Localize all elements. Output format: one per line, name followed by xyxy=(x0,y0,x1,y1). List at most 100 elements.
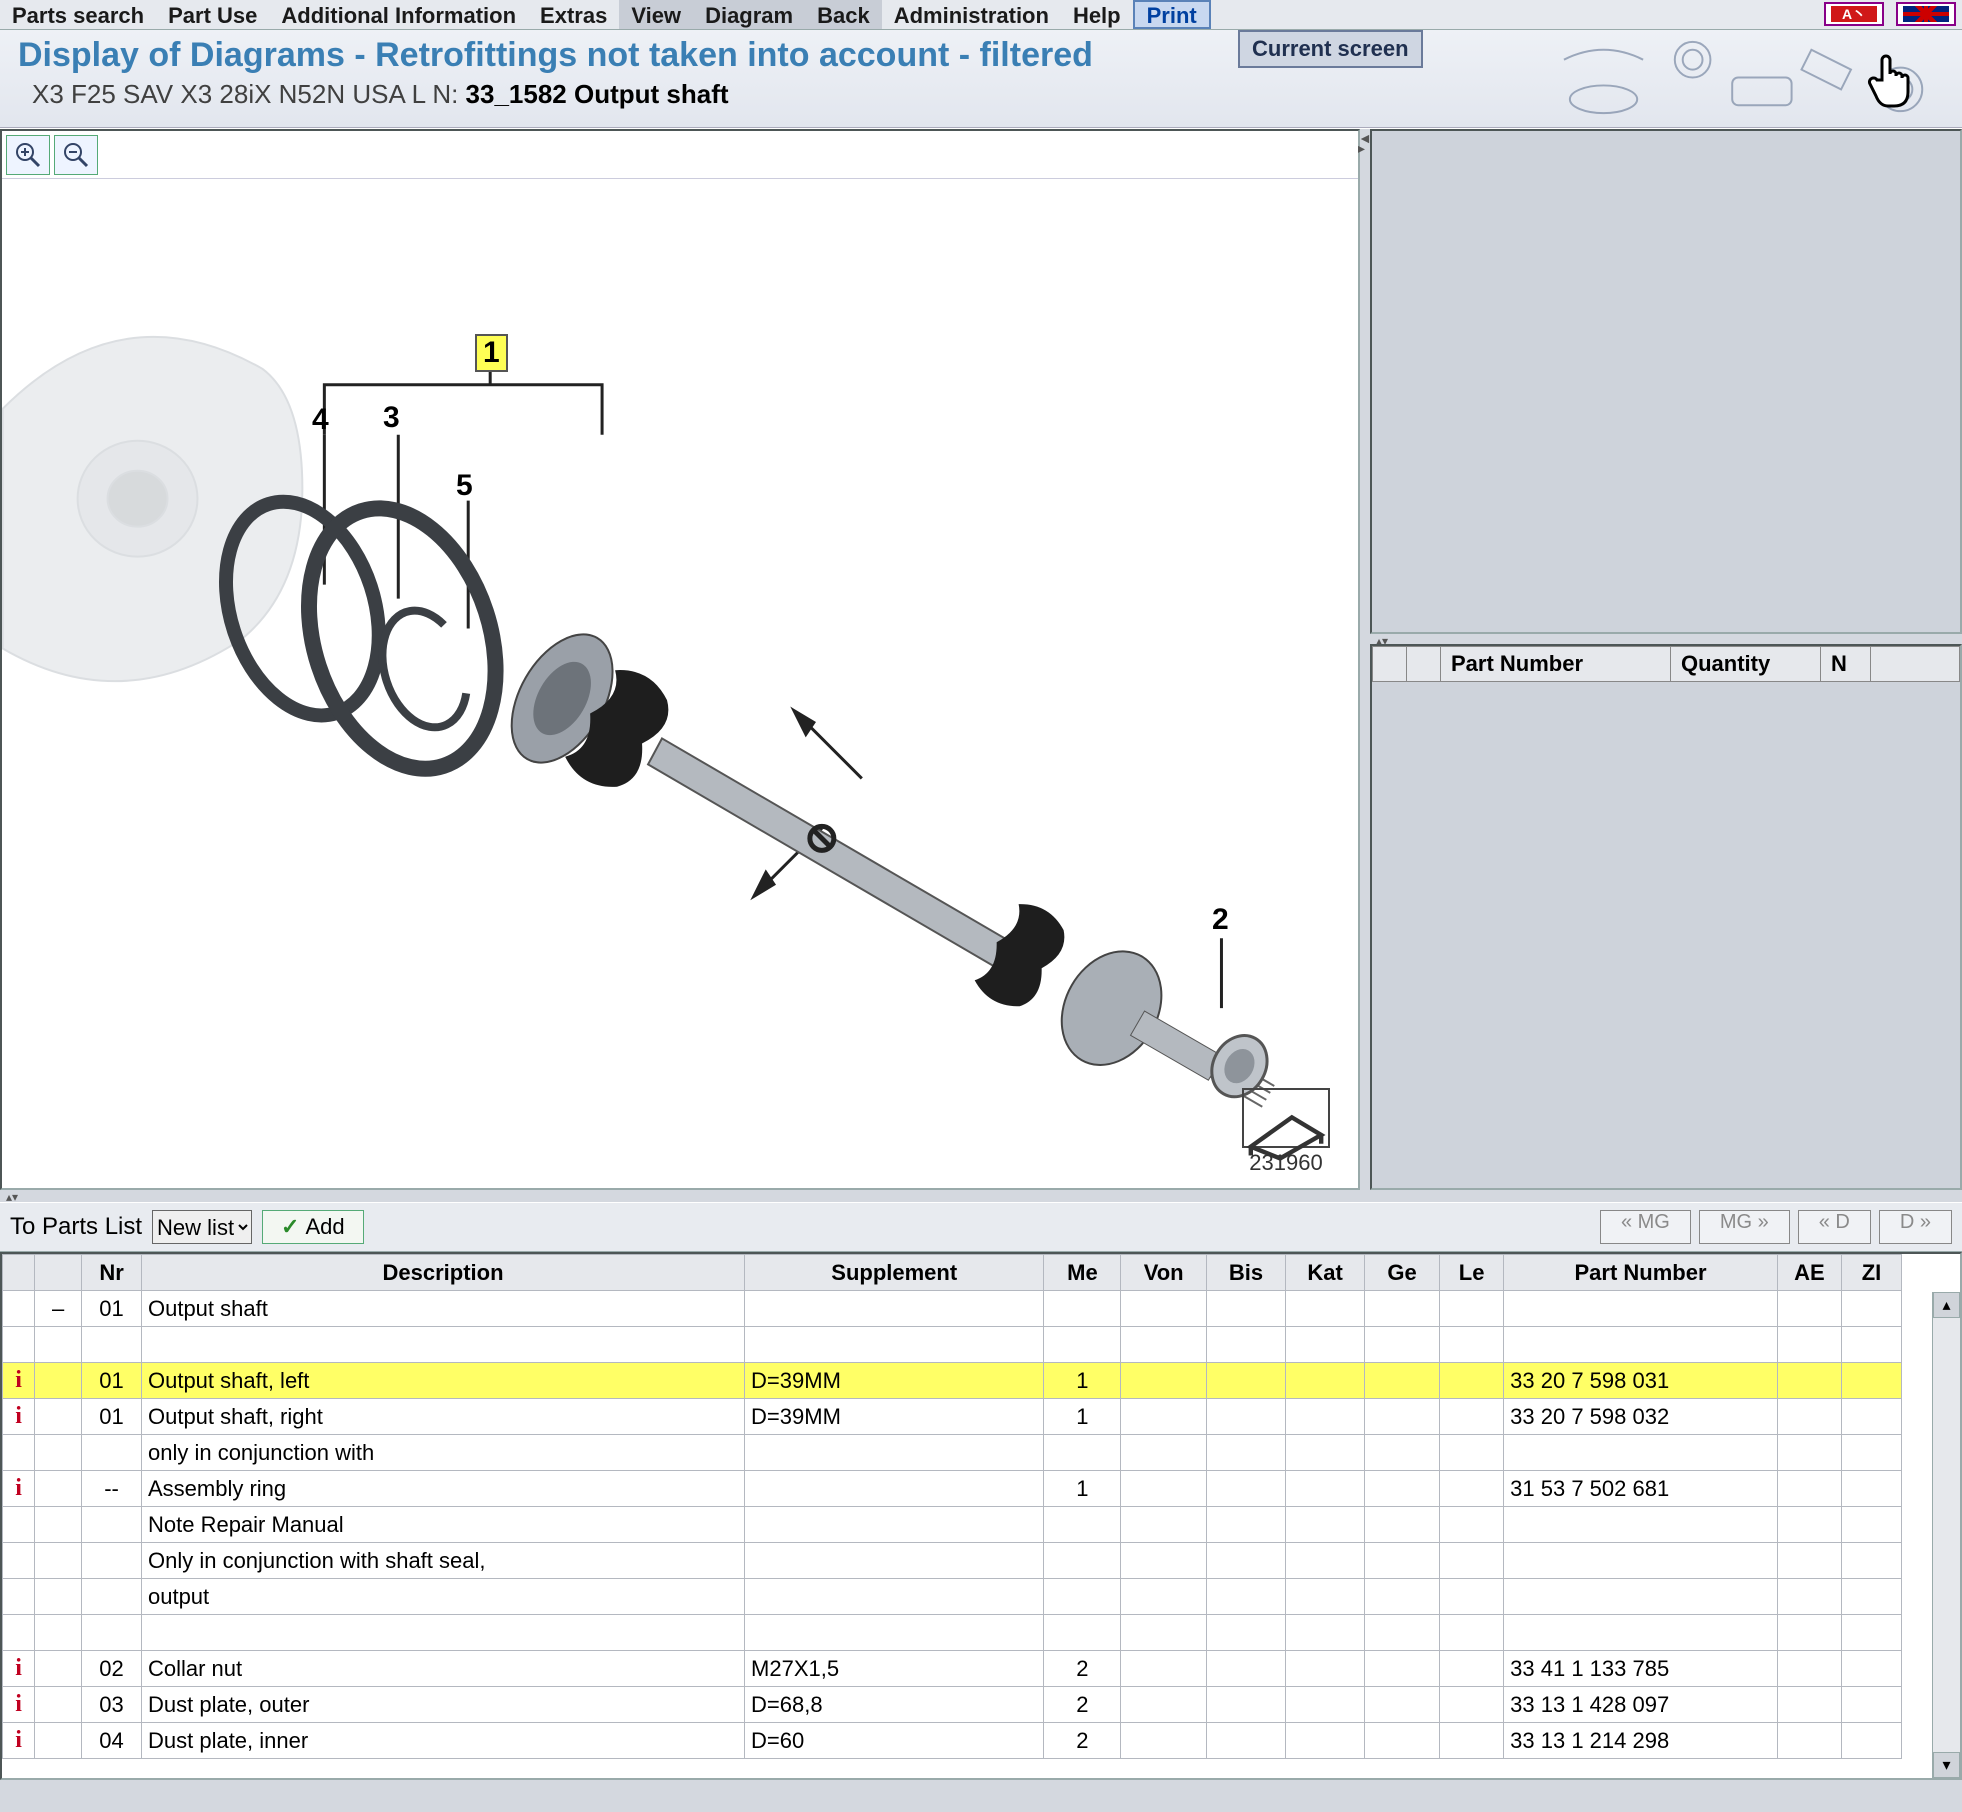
table-row[interactable]: –01Output shaft xyxy=(3,1291,1902,1327)
table-row[interactable] xyxy=(3,1327,1902,1363)
right-horizontal-splitter[interactable]: ▴▾ xyxy=(1370,634,1962,644)
cell-pn: 33 20 7 598 032 xyxy=(1504,1399,1778,1435)
diagram-callout-3[interactable]: 3 xyxy=(383,401,400,435)
menu-part-use[interactable]: Part Use xyxy=(156,0,269,29)
cell-bis xyxy=(1206,1363,1285,1399)
nav-mg-prev-button[interactable]: « MG xyxy=(1600,1210,1691,1244)
col-pn[interactable]: Part Number xyxy=(1504,1255,1778,1291)
cell-desc: only in conjunction with xyxy=(141,1435,744,1471)
table-row[interactable]: i01Output shaft, rightD=39MM133 20 7 598… xyxy=(3,1399,1902,1435)
nav-d-prev-button[interactable]: « D xyxy=(1798,1210,1871,1244)
rl-col-n[interactable]: N xyxy=(1821,647,1871,681)
vertical-splitter[interactable]: ◄▸ xyxy=(1360,129,1370,1190)
menu-print[interactable]: Print xyxy=(1133,0,1211,29)
table-row[interactable]: i01Output shaft, leftD=39MM133 20 7 598 … xyxy=(3,1363,1902,1399)
parts-table-scrollbar[interactable]: ▴ ▾ xyxy=(1932,1292,1960,1778)
cell-le xyxy=(1440,1687,1504,1723)
diagram-callout-1[interactable]: 1 xyxy=(475,334,508,372)
cell-ae xyxy=(1777,1651,1841,1687)
cell-zi xyxy=(1842,1579,1902,1615)
table-row[interactable]: output xyxy=(3,1579,1902,1615)
col-info[interactable] xyxy=(3,1255,35,1291)
print-dropdown-current-screen[interactable]: Current screen xyxy=(1238,30,1423,68)
cell-kat xyxy=(1286,1723,1365,1759)
cell-me: 1 xyxy=(1044,1399,1121,1435)
menu-extras[interactable]: Extras xyxy=(528,0,619,29)
cell-le xyxy=(1440,1507,1504,1543)
cell-pn xyxy=(1504,1615,1778,1651)
col-desc[interactable]: Description xyxy=(141,1255,744,1291)
col-zi[interactable]: ZI xyxy=(1842,1255,1902,1291)
col-nr[interactable]: Nr xyxy=(82,1255,142,1291)
zoom-out-button[interactable] xyxy=(54,135,98,175)
menu-diagram[interactable]: Diagram xyxy=(693,0,805,29)
menu-back[interactable]: Back xyxy=(805,0,882,29)
cell-pn: 33 41 1 133 785 xyxy=(1504,1651,1778,1687)
cell-zi xyxy=(1842,1363,1902,1399)
brand-badge[interactable]: A丶 xyxy=(1824,2,1884,26)
diagram-callout-2[interactable]: 2 xyxy=(1212,903,1229,937)
diagram-pane: 12345 231960 xyxy=(0,129,1360,1190)
breadcrumb-prefix: X3 F25 SAV X3 28iX N52N USA L N: xyxy=(32,79,466,109)
cell-info xyxy=(3,1327,35,1363)
cell-desc: Only in conjunction with shaft seal, xyxy=(141,1543,744,1579)
table-row[interactable] xyxy=(3,1615,1902,1651)
table-row[interactable]: i--Assembly ring131 53 7 502 681 xyxy=(3,1471,1902,1507)
cell-dash xyxy=(35,1507,82,1543)
cell-info: i xyxy=(3,1723,35,1759)
nav-d-next-button[interactable]: D » xyxy=(1879,1210,1952,1244)
table-row[interactable]: only in conjunction with xyxy=(3,1435,1902,1471)
col-ge[interactable]: Ge xyxy=(1365,1255,1440,1291)
cell-kat xyxy=(1286,1363,1365,1399)
diagram-callout-5[interactable]: 5 xyxy=(456,469,473,503)
table-row[interactable]: i04Dust plate, innerD=60233 13 1 214 298 xyxy=(3,1723,1902,1759)
table-row[interactable]: i03Dust plate, outerD=68,8233 13 1 428 0… xyxy=(3,1687,1902,1723)
cell-dash xyxy=(35,1543,82,1579)
cell-ge xyxy=(1365,1543,1440,1579)
col-ae[interactable]: AE xyxy=(1777,1255,1841,1291)
cell-bis xyxy=(1206,1399,1285,1435)
cell-supp xyxy=(745,1615,1044,1651)
cell-me xyxy=(1044,1291,1121,1327)
col-me[interactable]: Me xyxy=(1044,1255,1121,1291)
language-flag-button[interactable] xyxy=(1896,2,1956,26)
table-row[interactable]: i02Collar nutM27X1,5233 41 1 133 785 xyxy=(3,1651,1902,1687)
col-kat[interactable]: Kat xyxy=(1286,1255,1365,1291)
diagram-callout-4[interactable]: 4 xyxy=(312,403,329,437)
cell-von xyxy=(1121,1363,1207,1399)
partslist-label: To Parts List xyxy=(10,1213,142,1241)
cell-pn xyxy=(1504,1291,1778,1327)
cell-zi xyxy=(1842,1723,1902,1759)
col-dash[interactable] xyxy=(35,1255,82,1291)
col-supp[interactable]: Supplement xyxy=(745,1255,1044,1291)
nav-mg-next-button[interactable]: MG » xyxy=(1699,1210,1790,1244)
cell-von xyxy=(1121,1579,1207,1615)
cell-supp xyxy=(745,1543,1044,1579)
diagram-canvas[interactable]: 12345 231960 xyxy=(2,179,1358,1188)
menu-parts-search[interactable]: Parts search xyxy=(0,0,156,29)
col-le[interactable]: Le xyxy=(1440,1255,1504,1291)
rl-col-quantity[interactable]: Quantity xyxy=(1671,647,1821,681)
right-upper-panel xyxy=(1370,129,1962,634)
col-bis[interactable]: Bis xyxy=(1206,1255,1285,1291)
scroll-up-icon[interactable]: ▴ xyxy=(1933,1292,1960,1318)
table-row[interactable]: Note Repair Manual xyxy=(3,1507,1902,1543)
rl-col-partnumber[interactable]: Part Number xyxy=(1441,647,1671,681)
menu-view[interactable]: View xyxy=(619,0,693,29)
cell-le xyxy=(1440,1651,1504,1687)
table-row[interactable]: Only in conjunction with shaft seal, xyxy=(3,1543,1902,1579)
middle-horizontal-splitter[interactable]: ▴▾ xyxy=(0,1190,1962,1202)
cell-desc: Output shaft xyxy=(141,1291,744,1327)
add-button[interactable]: ✓ Add xyxy=(262,1210,364,1244)
cell-me: 2 xyxy=(1044,1687,1121,1723)
menu-administration[interactable]: Administration xyxy=(882,0,1061,29)
cell-nr: 04 xyxy=(82,1723,142,1759)
scroll-down-icon[interactable]: ▾ xyxy=(1933,1752,1960,1778)
menu-additional-info[interactable]: Additional Information xyxy=(269,0,528,29)
col-von[interactable]: Von xyxy=(1121,1255,1207,1291)
cell-bis xyxy=(1206,1435,1285,1471)
menu-help[interactable]: Help xyxy=(1061,0,1133,29)
diagram-id-icon xyxy=(1242,1088,1330,1148)
partslist-select[interactable]: New list xyxy=(152,1210,252,1244)
zoom-in-button[interactable] xyxy=(6,135,50,175)
